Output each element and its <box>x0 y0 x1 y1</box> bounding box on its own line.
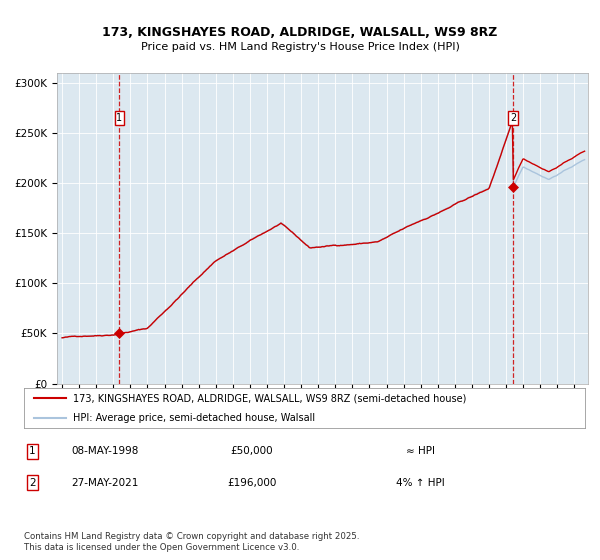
Text: 4% ↑ HPI: 4% ↑ HPI <box>395 478 445 488</box>
Text: 2: 2 <box>510 113 516 123</box>
Text: Contains HM Land Registry data © Crown copyright and database right 2025.
This d: Contains HM Land Registry data © Crown c… <box>24 532 359 552</box>
Text: 1: 1 <box>29 446 36 456</box>
Text: Price paid vs. HM Land Registry's House Price Index (HPI): Price paid vs. HM Land Registry's House … <box>140 42 460 52</box>
Text: 2: 2 <box>29 478 36 488</box>
Text: HPI: Average price, semi-detached house, Walsall: HPI: Average price, semi-detached house,… <box>73 413 316 423</box>
Text: £196,000: £196,000 <box>227 478 277 488</box>
Text: ≈ HPI: ≈ HPI <box>406 446 434 456</box>
Text: 08-MAY-1998: 08-MAY-1998 <box>71 446 139 456</box>
Text: 1: 1 <box>116 113 122 123</box>
Text: 173, KINGSHAYES ROAD, ALDRIDGE, WALSALL, WS9 8RZ (semi-detached house): 173, KINGSHAYES ROAD, ALDRIDGE, WALSALL,… <box>73 393 467 403</box>
Text: £50,000: £50,000 <box>230 446 274 456</box>
Text: 27-MAY-2021: 27-MAY-2021 <box>71 478 139 488</box>
Text: 173, KINGSHAYES ROAD, ALDRIDGE, WALSALL, WS9 8RZ: 173, KINGSHAYES ROAD, ALDRIDGE, WALSALL,… <box>103 26 497 39</box>
